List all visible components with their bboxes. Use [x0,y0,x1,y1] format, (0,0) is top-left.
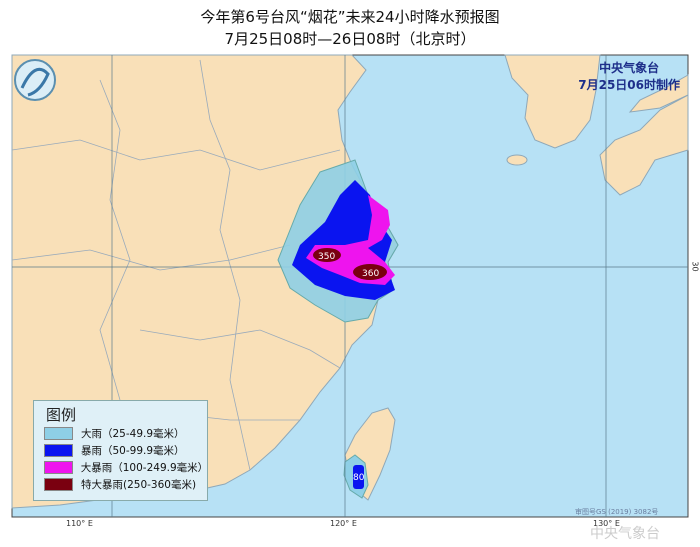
jeju-island [506,154,528,166]
approval-number: 审图号GS (2019) 3082号 [575,508,659,516]
legend-swatch [44,461,73,474]
japan [599,94,689,196]
legend-label: 大暴雨（100-249.9毫米） [80,462,209,474]
legend-label: 特大暴雨(250-360毫米) [81,479,197,491]
agency-name: 中央气象台 [599,61,660,75]
legend-swatch [44,478,73,491]
legend-swatch [44,444,73,457]
taiwan-max-label: 80 [353,473,365,483]
agency-stamp: 中央气象台 7月25日06时制作 [578,60,680,94]
legend-item: 暴雨（50-99.9毫米） [44,442,207,459]
map-subtitle: 7月25日08时—26日08时（北京时） [224,30,476,48]
legend-title: 图例 [46,406,77,424]
legend: 图例 大雨（25-49.9毫米） 暴雨（50-99.9毫米） 大暴雨（100-2… [33,400,208,501]
taiwan-rainstorm-area [353,465,364,489]
legend-item: 大雨（25-49.9毫米） [44,425,207,442]
map-title: 今年第6号台风“烟花”未来24小时降水预报图 [200,8,500,26]
legend-item: 大暴雨（100-249.9毫米） [44,459,209,476]
extreme-rain-area-east [353,264,387,280]
watermark: 中央气象台 [590,526,660,542]
extreme-rain-area-west [313,248,341,262]
lon-label-110: 110° E [66,519,93,528]
legend-label: 暴雨（50-99.9毫米） [81,445,185,457]
issue-time: 7月25日06时制作 [578,78,680,92]
lat-label-30: 30 [690,261,700,272]
max-label-east: 360 [362,269,379,279]
max-label-west: 350 [318,252,335,262]
lon-label-120: 120° E [330,519,357,528]
legend-swatch [44,427,73,440]
honshu [628,74,689,113]
lon-label-130: 130° E [593,519,620,528]
torrential-rain-area [306,195,395,285]
cma-logo [14,59,56,101]
legend-label: 大雨（25-49.9毫米） [81,428,185,440]
legend-item: 特大暴雨(250-360毫米) [44,476,207,493]
korea [504,54,601,149]
